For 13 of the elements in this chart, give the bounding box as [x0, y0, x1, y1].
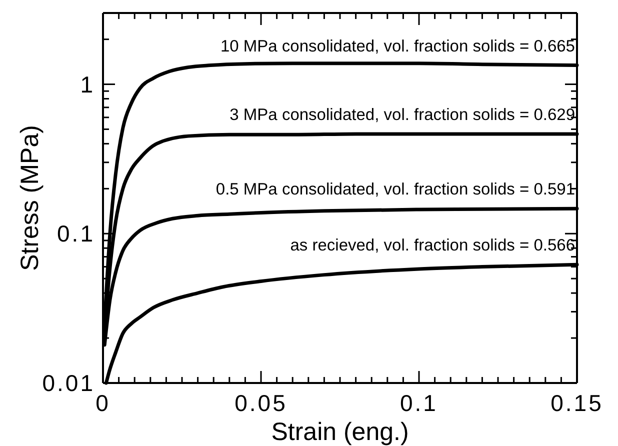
y-tick-label: 0.1: [57, 220, 95, 247]
x-tick-label: 0.05: [234, 390, 288, 416]
y-tick-label: 1: [80, 71, 95, 98]
x-axis-title: Strain (eng.): [271, 418, 409, 446]
x-tick-label: 0: [96, 390, 110, 416]
legend-label: 10 MPa consolidated, vol. fraction solids = 0.665: [220, 37, 575, 56]
legend-label: 3 MPa consolidated, vol. fraction solids = 0.629: [230, 106, 575, 124]
legend-label: as recieved, vol. fraction solids = 0.566: [290, 236, 575, 255]
x-tick-label: 0.15: [550, 390, 604, 416]
legend-label: 0.5 MPa consolidated, vol. fraction solids = 0.591: [216, 180, 575, 199]
y-tick-label: 0.01: [42, 370, 95, 396]
x-tick-label: 0.1: [400, 390, 438, 416]
y-axis-title: Stress (MPa): [16, 125, 44, 271]
